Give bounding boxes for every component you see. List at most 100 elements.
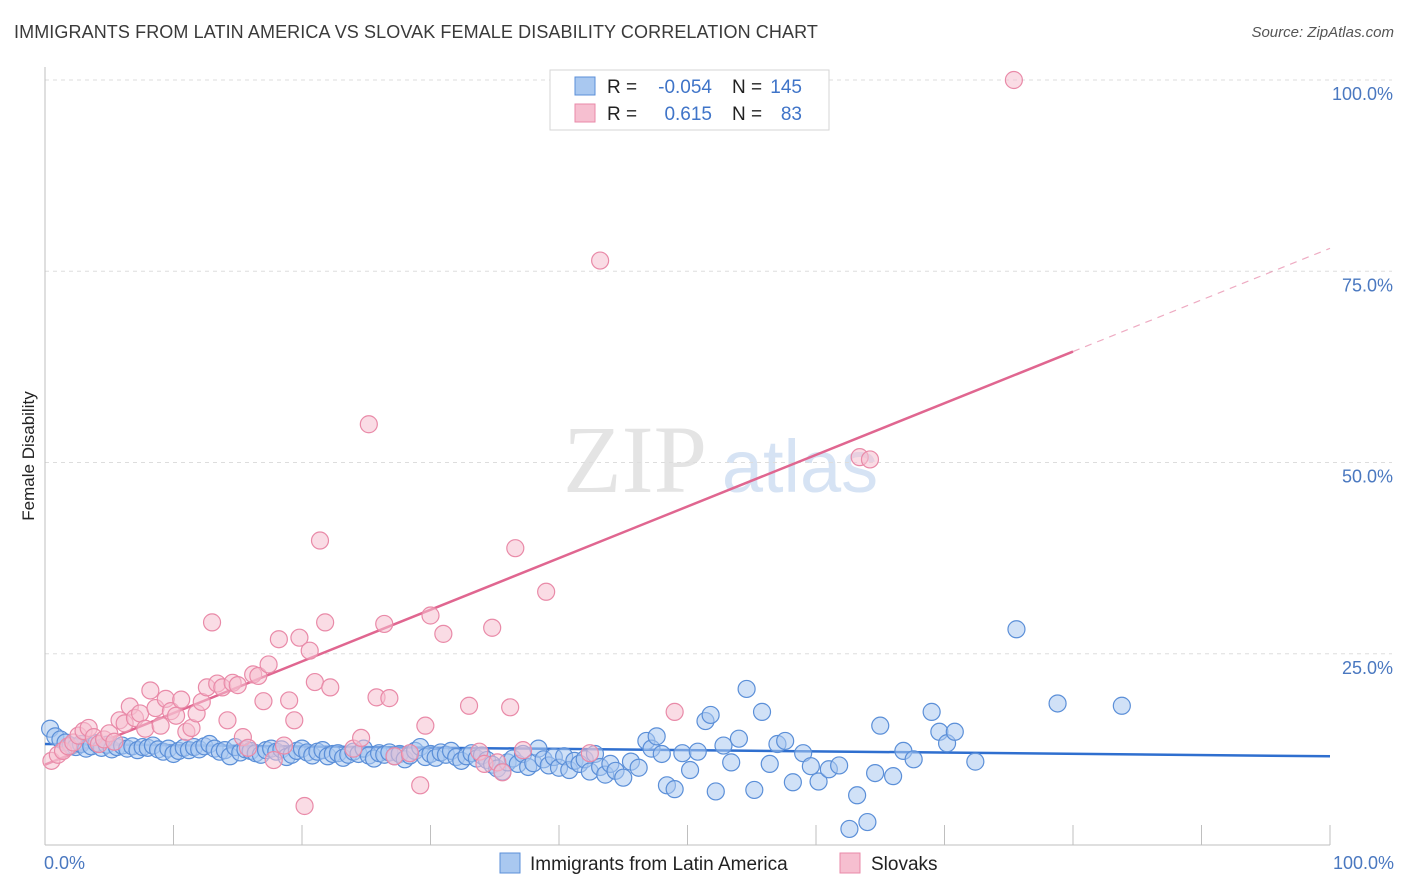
legend-swatch-pink [574,103,596,123]
y-tick-label-2: 75.0% [1342,275,1393,295]
point-pink-57 [359,415,378,434]
series-legend: Immigrants from Latin America Slovaks [499,852,938,875]
series-legend-swatch-blue [499,852,521,874]
point-pink-41 [254,692,273,711]
point-pink-38 [238,738,258,757]
point-pink-64 [416,716,435,735]
legend-n-value-2: 83 [781,104,802,125]
point-blue-145 [871,716,890,735]
x-tick-label-right: 100.0% [1333,853,1394,873]
point-pink-76 [537,582,556,601]
point-blue-134 [776,731,795,751]
point-pink-59 [375,614,394,634]
point-pink-12 [105,732,124,751]
point-blue-131 [752,702,772,721]
point-blue-127 [722,753,741,772]
point-blue-152 [945,722,964,741]
point-pink-19 [141,681,160,700]
point-blue-138 [809,772,828,791]
chart-title: IMMIGRANTS FROM LATIN AMERICA VS SLOVAK … [14,22,818,42]
point-pink-25 [172,690,191,709]
point-pink-48 [290,628,309,647]
point-pink-74 [506,539,525,558]
point-pink-81 [860,450,880,469]
x-tick-label-left: 0.0% [44,853,85,873]
grid-lines [45,79,1392,655]
point-blue-143 [858,812,877,832]
y-tick-label-1: 50.0% [1342,467,1393,487]
y-tick-label-3: 100.0% [1332,84,1393,104]
point-blue-141 [840,819,859,839]
legend-r-label-2: R = [607,104,637,125]
point-blue-125 [706,782,725,801]
watermark-zip: ZIP [563,406,707,513]
point-pink-40 [249,666,268,686]
point-pink-77 [580,744,599,763]
point-pink-17 [130,704,150,723]
point-pink-49 [295,796,314,816]
point-pink-18 [136,719,155,738]
point-blue-117 [652,744,671,764]
point-blue-148 [904,750,923,769]
point-blue-124 [701,705,720,725]
point-pink-52 [310,531,330,550]
series-legend-swatch-pink [839,852,861,874]
point-blue-155 [1048,694,1067,713]
point-pink-24 [166,706,186,725]
point-pink-75 [513,741,533,760]
point-blue-144 [866,763,885,783]
point-pink-66 [434,624,453,643]
series-legend-label-blue: Immigrants from Latin America [530,854,788,875]
legend-r-value-1: -0.054 [658,77,712,98]
point-blue-128 [729,729,749,748]
point-blue-126 [714,736,733,755]
point-blue-130 [745,780,764,800]
trend-line-pink-dashed [1072,247,1331,353]
point-blue-119 [665,780,684,799]
point-blue-135 [783,773,802,792]
legend-n-label-2: N = [732,104,762,125]
point-pink-60 [380,689,399,708]
point-pink-72 [493,763,512,782]
point-pink-46 [280,691,299,710]
point-blue-154 [1007,620,1026,639]
point-blue-121 [680,760,700,780]
point-pink-42 [259,655,278,674]
point-pink-63 [411,776,430,795]
point-pink-53 [316,613,335,632]
point-pink-82 [1004,70,1023,90]
point-pink-62 [400,744,420,763]
point-blue-149 [922,702,941,721]
point-blue-113 [629,758,648,777]
point-blue-122 [688,742,707,761]
series-legend-label-pink: Slovaks [871,854,938,875]
point-blue-132 [760,754,779,774]
point-pink-36 [228,676,247,695]
y-axis-label: Female Disability [19,391,38,521]
point-pink-31 [202,613,222,632]
legend-swatch-blue [574,76,596,96]
point-blue-129 [737,679,756,699]
trend-line-pink [44,350,1074,766]
point-blue-111 [614,768,633,787]
point-pink-67 [459,696,479,715]
point-pink-65 [421,606,440,625]
data-points [41,70,1131,839]
point-pink-79 [665,702,684,721]
legend-n-label-1: N = [732,77,762,98]
point-pink-21 [151,716,170,735]
legend-n-value-1: 145 [770,77,802,98]
point-pink-61 [385,747,404,766]
watermark-atlas: atlas [722,425,878,508]
point-blue-120 [673,744,692,763]
point-blue-146 [883,767,903,786]
y-tick-label-0: 25.0% [1342,658,1393,678]
point-blue-137 [801,757,820,776]
point-pink-44 [269,630,288,649]
point-pink-50 [300,641,319,660]
point-blue-156 [1112,696,1131,715]
point-pink-54 [321,678,340,697]
y-tick-labels: 25.0% 50.0% 75.0% 100.0% [1332,84,1393,678]
point-pink-78 [591,251,610,270]
